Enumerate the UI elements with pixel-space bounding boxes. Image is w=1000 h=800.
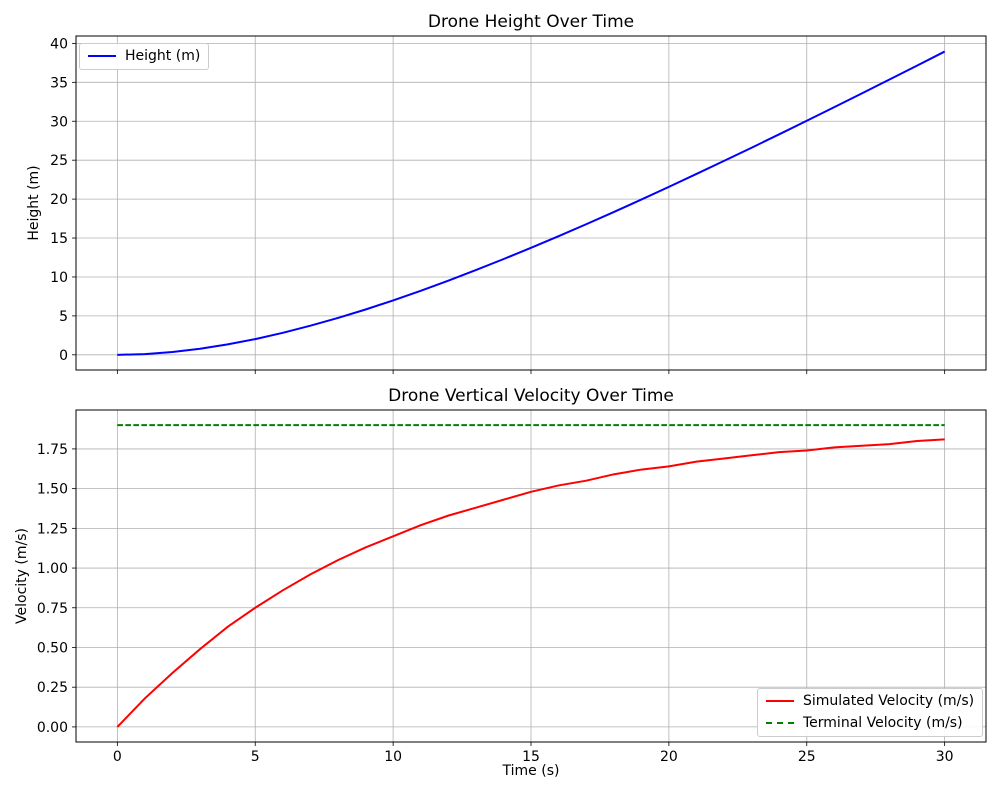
chart-velocity-ylabel: Velocity (m/s) bbox=[14, 528, 30, 624]
chart-1: 0 5 10 15 20 25 30 0.00 0.25 0.50 0.75 1.00 1.25 1.50… bbox=[37, 409, 987, 765]
y-tick-label: 1.00 bbox=[37, 561, 68, 577]
legend-label-terminal-velocity: Terminal Velocity (m/s) bbox=[803, 714, 963, 731]
y-tick-label: 1.75 bbox=[37, 442, 68, 458]
y-tick-label: 30 bbox=[50, 114, 68, 130]
legend-entry-simulated-velocity: Simulated Velocity (m/s) bbox=[766, 693, 974, 710]
x-tick-label: 15 bbox=[522, 749, 540, 765]
chart-velocity-xlabel: Time (s) bbox=[502, 763, 560, 779]
terminal-velocity-line-swatch bbox=[766, 722, 794, 725]
chart-velocity-title: Drone Vertical Velocity Over Time bbox=[388, 386, 674, 406]
chart-height-ylabel: Height (m) bbox=[26, 165, 42, 241]
y-tick-label: 40 bbox=[50, 36, 68, 52]
legend-label-simulated-velocity: Simulated Velocity (m/s) bbox=[803, 693, 975, 709]
x-tick-label: 10 bbox=[384, 749, 402, 765]
height-line bbox=[117, 50, 946, 356]
y-tick-label: 20 bbox=[50, 192, 68, 208]
simulated-velocity-line-swatch bbox=[766, 700, 794, 703]
y-tick-label: 5 bbox=[59, 309, 68, 325]
x-tick-label: 0 bbox=[113, 749, 122, 765]
legend-label-height: Height (m) bbox=[125, 48, 201, 64]
y-tick-label: 1.50 bbox=[37, 482, 68, 498]
y-tick-label: 25 bbox=[50, 153, 68, 169]
y-tick-label: 10 bbox=[50, 270, 68, 286]
y-tick-label: 0.75 bbox=[37, 601, 68, 617]
legend-entry-terminal-velocity: Terminal Velocity (m/s) bbox=[766, 715, 974, 732]
legend-velocity: Simulated Velocity (m/s) Terminal Veloci… bbox=[757, 688, 984, 737]
y-tick-label: 0.25 bbox=[37, 680, 68, 696]
chart-0: 0 5 10 15 20 25 30 35 40 bbox=[50, 35, 987, 374]
legend-height: Height (m) bbox=[79, 43, 210, 70]
y-tick-label: 0 bbox=[59, 348, 68, 364]
y-tick-label: 0.00 bbox=[37, 720, 68, 736]
y-tick-label: 1.25 bbox=[37, 521, 68, 537]
legend-entry-height: Height (m) bbox=[88, 48, 200, 65]
y-tick-label: 0.50 bbox=[37, 640, 68, 656]
chart-height-title: Drone Height Over Time bbox=[427, 12, 635, 32]
x-tick-label: 5 bbox=[251, 749, 260, 765]
y-tick-label: 15 bbox=[50, 231, 68, 247]
simulated-velocity-line bbox=[116, 438, 945, 728]
height-line-swatch bbox=[88, 55, 116, 58]
x-tick-label: 20 bbox=[660, 749, 678, 765]
x-tick-label: 25 bbox=[798, 749, 816, 765]
x-tick-label: 30 bbox=[936, 749, 954, 765]
y-tick-label: 35 bbox=[50, 75, 68, 91]
